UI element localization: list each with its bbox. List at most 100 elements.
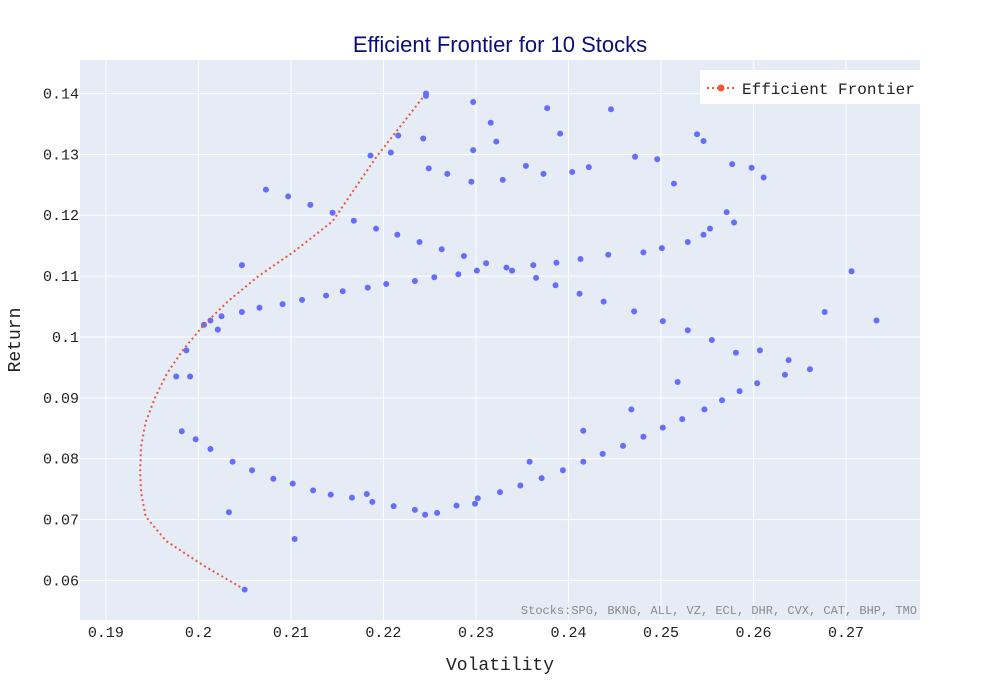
scatter-point[interactable] [420, 135, 427, 142]
scatter-point[interactable] [411, 277, 418, 284]
scatter-point[interactable] [600, 298, 607, 305]
scatter-point[interactable] [700, 231, 707, 238]
scatter-point[interactable] [700, 137, 707, 144]
scatter-point[interactable] [684, 239, 691, 245]
scatter-point[interactable] [262, 186, 269, 193]
scatter-point[interactable] [438, 246, 445, 253]
scatter-point[interactable] [748, 164, 755, 171]
scatter-point[interactable] [249, 467, 256, 474]
scatter-point[interactable] [183, 347, 190, 354]
scatter-point[interactable] [431, 274, 438, 281]
scatter-point[interactable] [605, 251, 612, 258]
scatter-point[interactable] [522, 162, 529, 169]
scatter-point[interactable] [187, 373, 194, 380]
scatter-point[interactable] [631, 308, 638, 315]
scatter-point[interactable] [640, 433, 647, 440]
scatter-point[interactable] [723, 209, 730, 216]
scatter-point[interactable] [472, 500, 479, 507]
scatter-point[interactable] [670, 180, 677, 187]
scatter-point[interactable] [291, 536, 298, 543]
scatter-point[interactable] [659, 318, 666, 325]
scatter-point[interactable] [434, 509, 441, 516]
scatter-point[interactable] [289, 480, 296, 487]
scatter-point[interactable] [394, 231, 401, 238]
scatter-point[interactable] [552, 282, 559, 289]
scatter-point[interactable] [848, 268, 855, 275]
scatter-point[interactable] [329, 209, 336, 216]
scatter-point[interactable] [470, 99, 477, 105]
scatter-point[interactable] [517, 482, 524, 489]
scatter-point[interactable] [299, 296, 306, 303]
scatter-point[interactable] [503, 264, 510, 271]
scatter-point[interactable] [684, 327, 691, 334]
scatter-point[interactable] [576, 290, 583, 297]
scatter-point[interactable] [192, 436, 199, 443]
scatter-point[interactable] [708, 337, 715, 343]
scatter-point[interactable] [367, 152, 374, 159]
scatter-point[interactable] [310, 487, 317, 494]
scatter-point[interactable] [538, 475, 545, 482]
scatter-point[interactable] [453, 502, 460, 509]
scatter-point[interactable] [736, 388, 743, 395]
scatter-point[interactable] [285, 193, 292, 200]
frontier-endpoint[interactable] [422, 90, 429, 97]
scatter-point[interactable] [468, 178, 475, 185]
scatter-point[interactable] [497, 489, 503, 496]
scatter-point[interactable] [470, 147, 477, 154]
scatter-point[interactable] [425, 165, 432, 172]
scatter-point[interactable] [214, 326, 221, 333]
scatter-point[interactable] [632, 153, 639, 160]
scatter-point[interactable] [585, 164, 592, 171]
scatter-point[interactable] [707, 225, 713, 232]
scatter-point[interactable] [383, 281, 390, 287]
scatter-point[interactable] [238, 309, 245, 315]
scatter-point[interactable] [533, 274, 540, 281]
scatter-point[interactable] [369, 498, 376, 505]
scatter-point[interactable] [207, 445, 214, 452]
scatter-point[interactable] [785, 357, 792, 364]
scatter-point[interactable] [821, 309, 828, 315]
scatter-point[interactable] [628, 406, 635, 413]
scatter-point[interactable] [658, 245, 665, 252]
scatter-point[interactable] [279, 301, 286, 308]
scatter-point[interactable] [659, 424, 666, 431]
scatter-point[interactable] [395, 132, 402, 139]
scatter-point[interactable] [339, 288, 346, 295]
scatter-point[interactable] [411, 506, 418, 513]
scatter-point[interactable] [307, 201, 314, 208]
scatter-point[interactable] [553, 259, 560, 266]
scatter-point[interactable] [806, 366, 813, 373]
scatter-point[interactable] [455, 271, 462, 278]
scatter-point[interactable] [460, 253, 467, 259]
scatter-point[interactable] [178, 428, 185, 435]
scatter-point[interactable] [754, 380, 761, 387]
scatter-point[interactable] [390, 503, 397, 510]
scatter-point[interactable] [694, 131, 701, 138]
scatter-point[interactable] [620, 442, 627, 449]
scatter-point[interactable] [701, 406, 708, 413]
scatter-point[interactable] [756, 347, 763, 354]
scatter-point[interactable] [580, 458, 587, 465]
scatter-point[interactable] [229, 458, 236, 465]
scatter-point[interactable] [348, 494, 355, 501]
scatter-point[interactable] [350, 217, 357, 224]
frontier-endpoint[interactable] [241, 586, 248, 593]
scatter-point[interactable] [731, 219, 738, 226]
scatter-point[interactable] [327, 491, 334, 498]
scatter-point[interactable] [364, 284, 371, 291]
scatter-point[interactable] [483, 260, 490, 267]
scatter-point[interactable] [732, 349, 739, 356]
scatter-point[interactable] [323, 292, 330, 299]
scatter-point[interactable] [270, 475, 277, 482]
scatter-point[interactable] [509, 267, 516, 274]
scatter-point[interactable] [474, 495, 481, 502]
scatter-point[interactable] [444, 170, 451, 177]
scatter-point[interactable] [173, 373, 180, 380]
scatter-point[interactable] [557, 130, 564, 137]
scatter-point[interactable] [256, 304, 263, 311]
scatter-point[interactable] [530, 262, 537, 269]
scatter-point[interactable] [654, 156, 661, 163]
scatter-point[interactable] [218, 313, 225, 320]
scatter-point[interactable] [493, 138, 500, 145]
scatter-point[interactable] [640, 249, 647, 256]
